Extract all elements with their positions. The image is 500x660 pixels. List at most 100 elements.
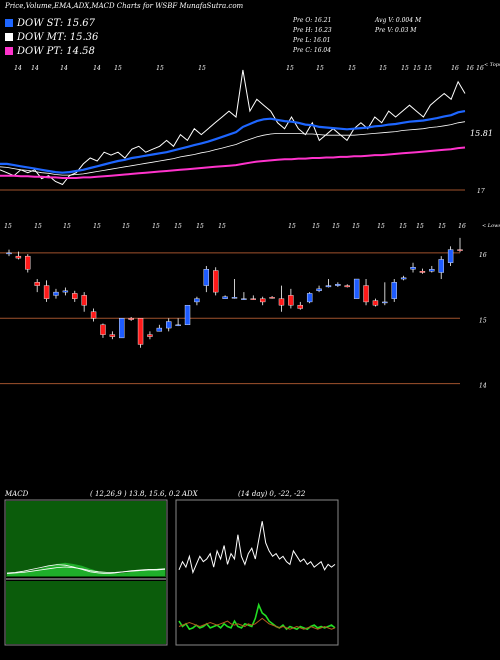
price-top-label: < Lows: [482, 223, 500, 229]
candle-body: [147, 334, 153, 337]
candle-body: [222, 296, 228, 299]
candle-body: [15, 255, 22, 259]
price-tick-label: 15: [399, 223, 407, 230]
stat-prev-volume: Pre V: 0.03 M: [375, 27, 417, 34]
candle-body: [316, 288, 322, 292]
candle-body: [90, 311, 97, 319]
ema-tick-label: 15: [401, 65, 409, 72]
price-tick-label: 15: [416, 223, 424, 230]
candle-body: [306, 293, 313, 303]
ema-tick-label: 15: [198, 65, 206, 72]
candle-body: [325, 285, 332, 288]
ema-top-label: < Tops: [484, 62, 500, 68]
stat-avg-volume: Avg V: 0.004 M: [375, 17, 422, 24]
candle-body: [43, 285, 50, 299]
price-tick-label: 15: [332, 223, 340, 230]
ema-tick-label: 14: [31, 65, 39, 72]
price-tick-label: 15: [352, 223, 360, 230]
candle-body: [363, 285, 369, 303]
price-tick-label: 15: [122, 223, 130, 230]
candle-body: [100, 324, 106, 335]
price-tick-label: 15: [152, 223, 160, 230]
candle-body: [335, 284, 341, 286]
adx-params: (14 day) 0, -22, -22: [238, 490, 306, 498]
candle-body: [81, 295, 87, 306]
candle-body: [400, 277, 407, 280]
candle-body: [128, 318, 134, 320]
macd-line-2: [6, 566, 166, 574]
price-tick-label: 15: [438, 223, 446, 230]
candle-body: [250, 298, 256, 300]
price-tick-label: 15: [196, 223, 204, 230]
candle-body: [213, 270, 219, 293]
ema-tick-label: 15: [379, 65, 387, 72]
ema-tick-label: 16: [466, 65, 474, 72]
ema-tick-label: 15: [348, 65, 356, 72]
candle-body: [372, 300, 379, 306]
candle-body: [72, 293, 78, 299]
candle-body: [25, 255, 31, 270]
price-tick-label: 15: [174, 223, 182, 230]
candle-body: [438, 259, 444, 273]
legend-dow-mt: DOW MT: 15.36: [5, 32, 98, 43]
legend-dow-st: DOW ST: 15.67: [5, 18, 95, 29]
candle-body: [137, 318, 144, 345]
candle-body: [419, 270, 426, 273]
candle-body: [184, 304, 191, 326]
ema-tick-label: 14: [93, 65, 101, 72]
legend-label-mt: DOW MT: 15.36: [17, 32, 99, 43]
ema-series-line-3: [0, 146, 466, 179]
macd-upper-area: [6, 501, 166, 577]
legend-swatch-mt: [5, 33, 13, 41]
candle-body: [429, 269, 435, 272]
adx-label: ADX: [181, 490, 199, 498]
candle-body: [344, 285, 350, 288]
ema-tick-label: 15: [286, 65, 294, 72]
price-tick-label: 15: [377, 223, 385, 230]
candle-body: [410, 267, 416, 270]
candle-body: [269, 297, 275, 299]
candle-body: [457, 249, 463, 251]
candle-body: [166, 321, 172, 329]
price-level-label: 14: [479, 383, 487, 390]
price-tick-label: 15: [93, 223, 101, 230]
stat-prev-low: Pre L: 16.01: [293, 37, 331, 44]
legend-dow-pt: DOW PT: 14.58: [5, 46, 95, 57]
ema-series-line-1: [0, 110, 466, 174]
candle-body: [297, 304, 303, 309]
stat-prev-high: Pre H: 16.23: [293, 27, 332, 34]
price-level-label: 15: [479, 317, 487, 324]
adx-frame: [175, 499, 339, 646]
candle-body: [62, 290, 69, 293]
candle-body: [6, 252, 12, 255]
candle-body: [382, 301, 388, 304]
legend-label-st: DOW ST: 15.67: [17, 18, 96, 29]
ema-price-label: 15.81: [470, 129, 493, 138]
ema-tick-label: 14: [14, 65, 22, 72]
adx-series-line-2: [178, 617, 336, 630]
macd-label: MACD: [4, 490, 29, 498]
ema-level-label: 17: [477, 188, 485, 195]
candle-body: [194, 298, 200, 303]
price-tick-label: 15: [34, 223, 42, 230]
candle-body: [259, 298, 266, 303]
ema-tick-label: 16: [476, 65, 484, 72]
candle-body: [203, 269, 210, 286]
ema-tick-label: 14: [60, 65, 68, 72]
price-tick-label: 15: [312, 223, 320, 230]
ema-tick-label: 15: [424, 65, 432, 72]
stat-prev-open: Pre O: 16.21: [293, 17, 332, 24]
ema-tick-label: 16: [451, 65, 459, 72]
candle-body: [175, 324, 181, 327]
adx-series-line-0: [178, 521, 336, 575]
price-tick-label: 15: [63, 223, 71, 230]
ema-series-line-2: [0, 121, 466, 176]
candle-body: [278, 298, 285, 306]
ema-tick-label: 15: [114, 65, 122, 72]
candle-body: [53, 291, 59, 296]
ema-tick-label: 15: [156, 65, 164, 72]
candle-body: [156, 327, 163, 332]
candle-body: [119, 318, 125, 339]
price-level-label: 16: [479, 252, 487, 259]
